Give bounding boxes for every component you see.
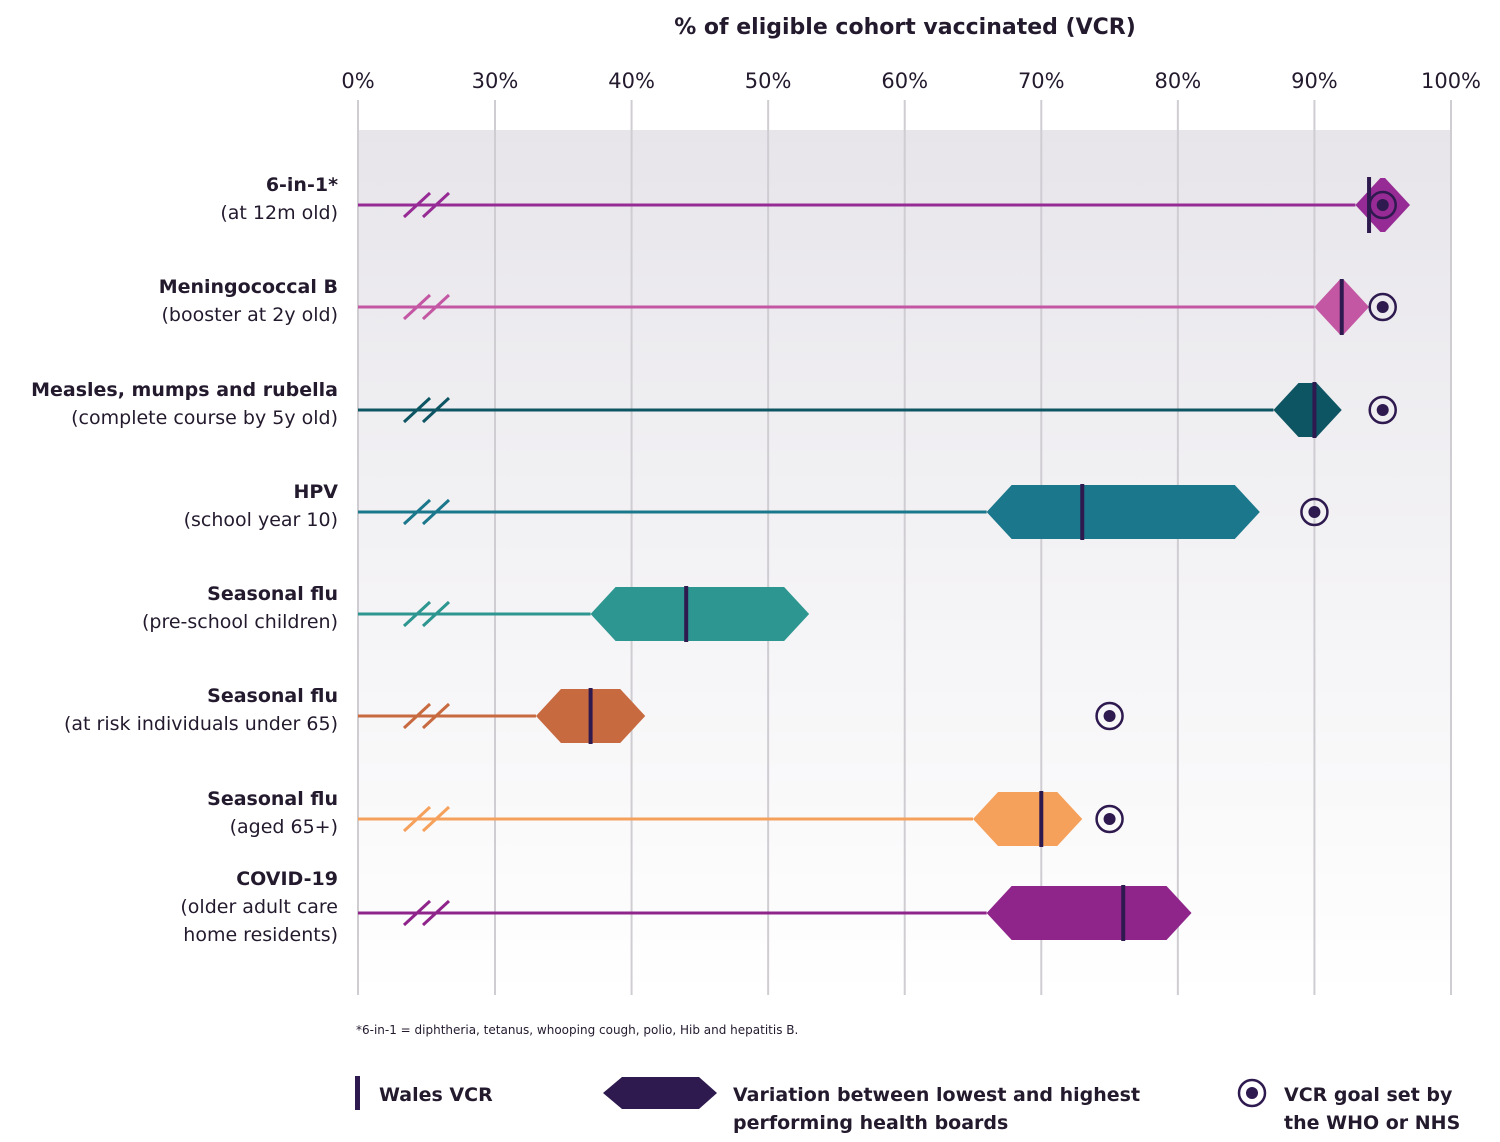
legend-wales-vcr-label: Wales VCR [379,1084,493,1106]
footnote: *6-in-1 = diphtheria, tetanus, whooping … [356,1023,798,1037]
x-tick-label: 80% [1155,69,1202,93]
axis-break-mark [421,498,451,526]
axis-break-mark [402,191,432,219]
row-sublabel: home residents) [183,924,338,946]
variation-range [590,587,810,641]
legend: Wales VCR Variation between lowest and h… [355,1076,1460,1134]
wales-vcr-marker [1039,791,1044,847]
row-label: Measles, mumps and rubella [31,379,338,401]
axis-break-mark [421,191,451,219]
legend-wales-vcr-marker [355,1076,360,1110]
row-4: Seasonal flu (pre-school children) [142,583,810,642]
wales-vcr-marker [1367,177,1372,233]
row-1: Meningococcal B (booster at 2y old) [159,276,1397,335]
x-tick-label: 100% [1421,69,1481,93]
row-label: COVID-19 [236,868,338,890]
x-tick-label: 50% [745,69,792,93]
axis-break-mark [421,293,451,321]
row-sublabel: (pre-school children) [142,611,338,633]
goal-ring [1095,701,1124,731]
row-label: Seasonal flu [207,788,338,810]
wales-vcr-marker [1312,382,1317,438]
row-sublabel: (booster at 2y old) [162,304,339,326]
row-sublabel: (at 12m old) [220,202,338,224]
axis-break-mark [421,702,451,730]
axis-break-mark [421,805,451,833]
x-tick-label: 90% [1291,69,1338,93]
variation-range [986,886,1192,940]
x-tick-label: 30% [472,69,519,93]
goal-ring [1368,292,1397,322]
variation-range [986,485,1260,539]
legend-variation-label-2: performing health boards [733,1112,1008,1134]
variation-range [1273,383,1342,437]
variation-range [973,792,1083,846]
row-5: Seasonal flu (at risk individuals under 6… [64,685,1124,744]
row-label: 6-in-1* [266,174,338,196]
legend-goal-label-2: the WHO or NHS [1284,1112,1460,1134]
wales-vcr-marker [1339,279,1344,335]
goal-dot [1376,301,1389,313]
row-sublabel: (at risk individuals under 65) [64,713,338,735]
axis-break-mark [402,498,432,526]
row-label: Seasonal flu [207,685,338,707]
goal-ring [1300,497,1329,527]
axis-break-mark [402,293,432,321]
axis-break-mark [421,899,451,927]
legend-goal-ring [1237,1078,1267,1108]
goal-ring [1368,395,1397,425]
goal-dot [1376,404,1389,416]
goal-dot [1103,710,1116,722]
row-sublabel: (school year 10) [184,509,338,531]
axis-break-mark [421,396,451,424]
legend-variation-marker [603,1077,717,1109]
goal-dot [1103,813,1116,825]
x-tick-label: 70% [1018,69,1065,93]
row-3: HPV (school year 10) [184,481,1329,540]
row-label: Meningococcal B [159,276,338,298]
axis-break-mark [402,702,432,730]
row-7: COVID-19 (older adult care home residents) [180,868,1192,946]
axis-break-mark [421,600,451,628]
axis-break-mark [402,396,432,424]
legend-variation-label-1: Variation between lowest and highest [733,1084,1140,1106]
legend-goal-label-1: VCR goal set by [1284,1084,1453,1106]
goal-ring [1095,804,1124,834]
x-tick-label: 40% [608,69,655,93]
row-label: Seasonal flu [207,583,338,605]
wales-vcr-marker [1121,885,1126,941]
row-2: Measles, mumps and rubella (complete cour… [31,379,1397,438]
row-0: 6-in-1* (at 12m old) [220,174,1411,233]
x-tick-label: 60% [881,69,928,93]
axis-break-mark [402,600,432,628]
wales-vcr-marker [588,688,593,744]
row-sublabel: (older adult care [180,896,338,918]
row-6: Seasonal flu (aged 65+) [207,788,1124,847]
axis-break-mark [402,899,432,927]
x-tick-label: 0% [341,69,374,93]
wales-vcr-marker [1080,484,1085,540]
axis-break-mark [402,805,432,833]
chart-title: % of eligible cohort vaccinated (VCR) [674,15,1136,40]
row-sublabel: (aged 65+) [230,816,338,838]
wales-vcr-marker [684,586,689,642]
legend-goal-dot [1246,1087,1258,1099]
row-label: HPV [293,481,338,503]
row-sublabel: (complete course by 5y old) [71,407,338,429]
goal-dot [1376,199,1389,211]
goal-dot [1308,506,1321,518]
